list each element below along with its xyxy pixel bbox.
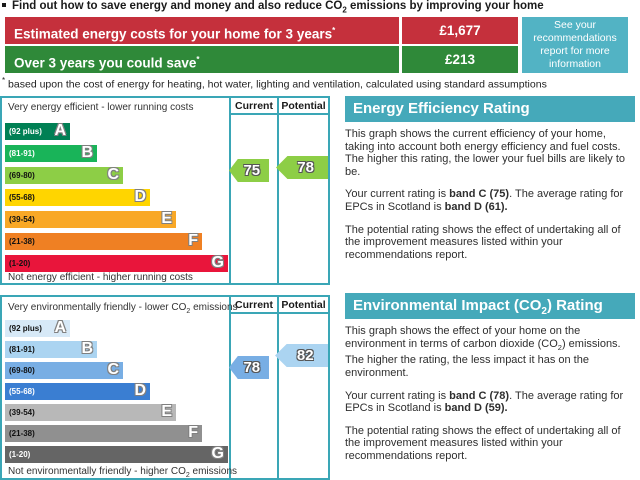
column-divider: [277, 297, 279, 478]
energy-panel-paragraph-2: Your current rating is band C (75). The …: [345, 188, 624, 213]
band-letter: C: [107, 166, 119, 183]
environmental-rating-panel: Environmental Impact (CO2) Rating This g…: [345, 293, 635, 473]
band-bar-b: (81-91) B: [5, 144, 97, 162]
band-bar-g: (1-20) G: [5, 445, 228, 463]
bullet-icon: [2, 2, 6, 7]
band-bar-d: (55-68) D: [5, 188, 150, 206]
current-rating-value: 78: [243, 359, 261, 376]
current-column-header: Current: [235, 100, 273, 112]
band-letter: G: [211, 254, 224, 271]
band-letter: E: [161, 403, 172, 420]
potential-rating-value: 78: [297, 159, 314, 176]
column-divider: [229, 98, 231, 283]
estimated-costs-label: Estimated energy costs for your home for…: [5, 17, 399, 44]
environmental-panel-paragraph-1: This graph shows the effect of your home…: [345, 325, 621, 379]
band-range-label: (92 plus): [9, 324, 42, 333]
savings-label: Over 3 years you could save*: [5, 46, 399, 73]
column-divider: [229, 297, 231, 478]
band-bar-e: (39-54) E: [5, 210, 176, 228]
environmental-impact-chart: Current Potential Very environmentally f…: [0, 295, 330, 480]
band-range-label: (55-68): [9, 387, 35, 396]
column-divider: [277, 98, 279, 283]
band-letter: F: [188, 424, 198, 441]
energy-rating-panel: Energy Efficiency Rating This graph show…: [345, 96, 635, 271]
header-underline: [229, 113, 330, 115]
current-rating-arrow: 78: [229, 356, 269, 379]
environmental-panel-paragraph-2: Your current rating is band C (78). The …: [345, 389, 624, 415]
band-range-label: (21-38): [9, 237, 35, 246]
header-underline: [229, 312, 330, 314]
band-letter: D: [134, 382, 146, 399]
band-range-label: (1-20): [9, 450, 31, 459]
band-range-label: (81-91): [9, 149, 35, 158]
band-range-label: (69-80): [9, 366, 35, 375]
band-bar-d: (55-68) D: [5, 382, 150, 400]
band-letter: B: [81, 340, 93, 357]
band-bar-c: (69-80) C: [5, 166, 123, 184]
current-rating-arrow: 75: [229, 159, 269, 182]
band-letter: A: [54, 319, 66, 336]
band-bar-f: (21-38) F: [5, 232, 202, 250]
band-bar-f: (21-38) F: [5, 424, 202, 442]
potential-column-header: Potential: [281, 100, 326, 112]
band-letter: C: [107, 361, 119, 378]
friendly-scale-label: Very environmentally friendly - lower CO…: [8, 302, 238, 315]
band-bar-a: (92 plus) A: [5, 319, 70, 337]
savings-value: £213: [402, 46, 518, 73]
band-bar-g: (1-20) G: [5, 254, 228, 272]
band-range-label: (81-91): [9, 345, 35, 354]
energy-panel-title: Energy Efficiency Rating: [345, 96, 635, 122]
band-range-label: (21-38): [9, 429, 35, 438]
potential-column-header: Potential: [281, 299, 326, 311]
environmental-panel-title: Environmental Impact (CO2) Rating: [345, 293, 635, 319]
efficient-scale-label: Very energy efficient - lower running co…: [8, 102, 194, 113]
potential-rating-value: 82: [296, 347, 314, 364]
estimated-costs-value: £1,677: [402, 17, 518, 44]
band-bar-b: (81-91) B: [5, 340, 97, 358]
band-range-label: (92 plus): [9, 127, 42, 136]
footnote: * based upon the cost of energy for heat…: [2, 76, 547, 91]
band-range-label: (39-54): [9, 215, 35, 224]
band-range-label: (39-54): [9, 408, 35, 417]
page-title-text: Find out how to save energy and money an…: [12, 0, 544, 15]
energy-efficiency-chart: Current Potential Very energy efficient …: [0, 96, 330, 285]
band-bar-e: (39-54) E: [5, 403, 176, 421]
band-letter: D: [134, 188, 146, 205]
band-letter: B: [81, 144, 93, 161]
potential-rating-arrow: 82: [275, 344, 328, 367]
energy-panel-paragraph-3: The potential rating shows the effect of…: [345, 223, 621, 261]
band-range-label: (1-20): [9, 259, 31, 268]
current-column-header: Current: [235, 299, 273, 311]
band-bar-c: (69-80) C: [5, 361, 123, 379]
recommendations-info-box: See your recommendations report for more…: [522, 17, 628, 73]
band-letter: F: [188, 232, 198, 249]
band-bar-a: (92 plus) A: [5, 122, 70, 140]
potential-rating-arrow: 78: [276, 156, 328, 179]
not-friendly-scale-label: Not environmentally friendly - higher CO…: [8, 466, 238, 479]
energy-panel-paragraph-1: This graph shows the current efficiency …: [345, 128, 626, 178]
environmental-panel-paragraph-3: The potential rating shows the effect of…: [345, 424, 621, 462]
page-title: Find out how to save energy and money an…: [2, 0, 632, 14]
band-letter: A: [54, 122, 66, 139]
band-range-label: (69-80): [9, 171, 35, 180]
not-efficient-scale-label: Not energy efficient - higher running co…: [8, 272, 193, 283]
band-letter: E: [161, 210, 172, 227]
current-rating-value: 75: [243, 162, 261, 179]
band-range-label: (55-68): [9, 193, 35, 202]
band-letter: G: [211, 445, 224, 462]
